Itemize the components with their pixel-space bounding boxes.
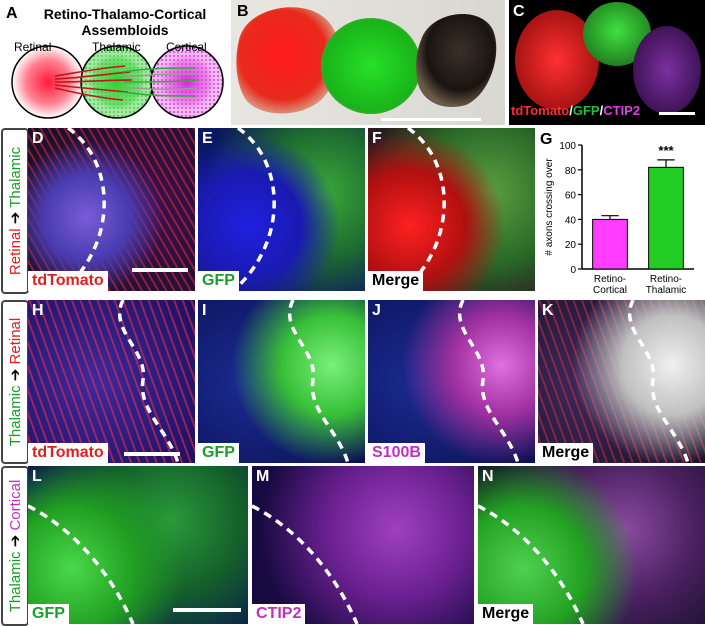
category-label: Retino- — [594, 274, 626, 285]
y-tick-label: 40 — [565, 215, 577, 226]
y-tick-label: 100 — [559, 141, 576, 152]
scale-bar-c — [659, 112, 695, 115]
y-tick-label: 20 — [565, 240, 577, 251]
panel-letter-l: L — [32, 468, 42, 485]
scale-bar-l — [173, 608, 241, 612]
panel-letter-d: D — [32, 130, 44, 147]
panel-letter-k: K — [542, 302, 554, 319]
channel-label-d: tdTomato — [28, 271, 108, 291]
category-label: Cortical — [593, 285, 627, 296]
thalamic-axons — [121, 67, 199, 97]
panel-l-image: L GFP — [28, 466, 248, 624]
panel-m-image: M CTIP2 — [252, 466, 474, 624]
legend-gfp: GFP — [572, 103, 600, 118]
channel-label-l: GFP — [28, 604, 69, 624]
scale-bar-d — [132, 268, 188, 272]
significance-label: *** — [658, 143, 674, 158]
channel-label-j: S100B — [368, 443, 425, 463]
axons-bar-chart: 0 20 40 60 80 100 # axons crossing over Retino-… — [544, 141, 694, 296]
row-label-thalamic-to-cortical: Thalamic ➔ Cortical — [1, 466, 29, 626]
legend-ctip2: CTIP2 — [603, 103, 641, 118]
panel-letter-m: M — [256, 468, 270, 485]
panel-f-image: F Merge — [368, 128, 535, 291]
panel-c-legend: tdTomato/GFP/CTIP2 — [511, 103, 641, 118]
arrow-icon: ➔ — [7, 211, 24, 225]
channel-label-e: GFP — [198, 271, 239, 291]
panel-letter-j: J — [372, 302, 381, 319]
panel-d-image: D tdTomato — [28, 128, 195, 291]
assembloid-schematic — [11, 45, 224, 119]
legend-tdtomato: tdTomato — [511, 103, 570, 118]
schematic-title-line2: Assembloids — [81, 22, 169, 38]
panel-letter-f: F — [372, 130, 382, 147]
panel-b-image: B — [231, 0, 505, 125]
y-axis-label: # axons crossing over — [544, 158, 555, 256]
panel-h-image: H tdTomato — [28, 300, 195, 463]
panel-letter-i: I — [202, 302, 207, 319]
arrow-icon: ➔ — [7, 368, 24, 382]
label-thalamic: Thalamic — [92, 40, 141, 54]
retinal-axons — [54, 65, 133, 101]
arrow-icon: ➔ — [7, 534, 24, 548]
panel-k-image: K Merge — [538, 300, 705, 463]
label-cortical: Cortical — [166, 40, 207, 54]
panel-i-image: I GFP — [198, 300, 365, 463]
schematic-title-line1: Retino-Thalamo-Cortical — [43, 6, 207, 22]
panel-e-image: E GFP — [198, 128, 365, 291]
panel-g: G 0 20 40 60 80 100 # axons crossing over Retin… — [538, 128, 705, 298]
panel-j-image: J S100B — [368, 300, 535, 463]
scale-bar-h — [124, 452, 180, 456]
panel-letter-h: H — [32, 302, 44, 319]
y-tick-label: 0 — [570, 265, 576, 276]
panel-letter-c: C — [513, 3, 525, 20]
channel-label-f: Merge — [368, 271, 424, 291]
panel-c-image: C tdTomato/GFP/CTIP2 — [509, 0, 705, 125]
y-tick-label: 80 — [565, 166, 577, 177]
schematic-title: Retino-Thalamo-Cortical Assembloids — [30, 6, 220, 38]
category-label: Retino- — [650, 274, 682, 285]
scale-bar-b — [381, 118, 481, 121]
panel-letter-a: A — [6, 5, 18, 22]
panel-letter-n: N — [482, 468, 494, 485]
panel-n-image: N Merge — [478, 466, 705, 624]
channel-label-m: CTIP2 — [252, 604, 306, 624]
panel-letter-b: B — [237, 3, 249, 20]
channel-label-h: tdTomato — [28, 443, 108, 463]
panel-a: A Retino-Thalamo-Cortical Assembloids — [0, 0, 225, 125]
y-tick-label: 60 — [565, 191, 577, 202]
row-label-retinal-to-thalamic: Retinal ➔ Thalamic — [1, 128, 29, 294]
label-retinal: Retinal — [14, 40, 52, 54]
row-label-thalamic-to-retinal: Thalamic ➔ Retinal — [1, 300, 29, 464]
panel-letter-e: E — [202, 130, 213, 147]
bar — [592, 218, 628, 270]
channel-label-n: Merge — [478, 604, 534, 624]
bar — [648, 166, 684, 270]
channel-label-i: GFP — [198, 443, 239, 463]
channel-label-k: Merge — [538, 443, 594, 463]
category-label: Thalamic — [646, 285, 687, 296]
panel-letter-g: G — [540, 131, 553, 148]
